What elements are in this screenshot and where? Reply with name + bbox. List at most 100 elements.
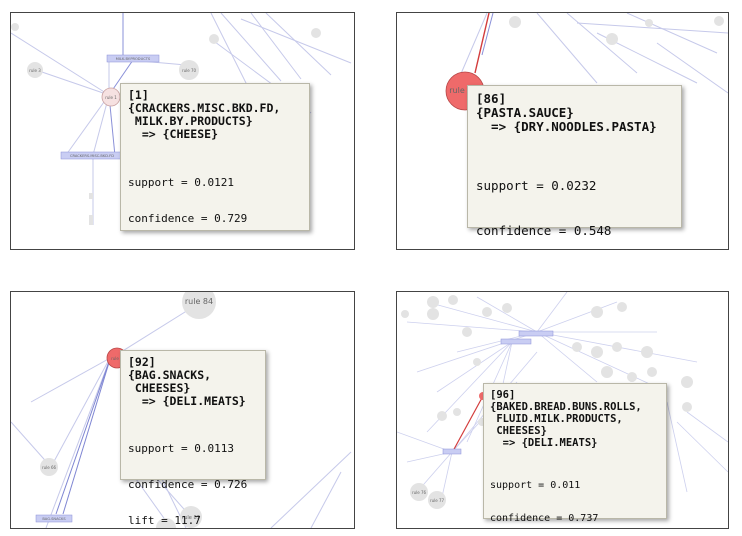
- rule-tooltip: [86] {PASTA.SAUCE} => {DRY.NOODLES.PASTA…: [467, 85, 682, 238]
- highlighted-edge: [452, 395, 484, 452]
- edges: [456, 13, 728, 94]
- rule-line: => {DRY.NOODLES.PASTA}: [476, 119, 657, 134]
- rule-node[interactable]: [591, 306, 603, 318]
- active-rule-label: rule 1: [105, 95, 117, 100]
- rule-node[interactable]: [645, 19, 653, 27]
- active-rule-label: rule: [449, 86, 465, 95]
- rule-node[interactable]: [428, 491, 446, 509]
- rule-line: => {DELI.MEATS}: [128, 394, 246, 408]
- rule-node[interactable]: [617, 302, 627, 312]
- rule-node[interactable]: [448, 295, 458, 305]
- graph-panel-3[interactable]: rule 84 rule 66 rule 87 rule BAG.SNACKS …: [10, 291, 355, 529]
- stat-confidence: confidence = 0.729: [128, 212, 248, 225]
- graph-panel-1[interactable]: rule 3 rule 70 rule 1 MILK.BY.PRODUCTS C…: [10, 12, 355, 250]
- rule-node[interactable]: [401, 310, 409, 318]
- rule-stats: support = 0.0232 confidence = 0.548 lift…: [476, 148, 673, 249]
- rule-line: => {CHEESE}: [128, 127, 219, 141]
- rule-node[interactable]: [612, 342, 622, 352]
- rule-node[interactable]: [410, 483, 428, 501]
- rule-node[interactable]: [180, 506, 202, 528]
- rule-node[interactable]: [681, 376, 693, 388]
- stat-confidence: confidence = 0.548: [476, 223, 612, 238]
- rule-node[interactable]: [572, 342, 582, 352]
- rule-node[interactable]: [647, 367, 657, 377]
- rule-nodes: [11, 23, 321, 225]
- graph-panel-4[interactable]: rule 76 rule 77 [96] {BAKED.BREAD.BUNS.R…: [396, 291, 729, 529]
- rule-node[interactable]: [437, 411, 447, 421]
- rule-line: CHEESES}: [490, 425, 547, 437]
- highlighted-edges: [55, 355, 112, 515]
- stat-confidence: confidence = 0.726: [128, 478, 248, 491]
- rule-stats: support = 0.0121 confidence = 0.729 lift…: [128, 153, 302, 250]
- stat-support: support = 0.0113: [128, 442, 234, 455]
- rule-node[interactable]: [682, 402, 692, 412]
- item-node[interactable]: [500, 338, 532, 345]
- graph-panel-2[interactable]: rule [86] {PASTA.SAUCE} => {DRY.NOODLES.…: [396, 12, 729, 250]
- stat-lift: lift = 11.7: [128, 514, 201, 527]
- rule-stats: support = 0.0113 confidence = 0.726 lift…: [128, 419, 258, 528]
- rule-tooltip: [92] {BAG.SNACKS, CHEESES} => {DELI.MEAT…: [120, 350, 266, 527]
- stat-support: support = 0.011: [490, 480, 581, 491]
- rule-nodes: [509, 16, 724, 45]
- rule-node[interactable]: [179, 60, 199, 80]
- highlighted-edge: [474, 13, 490, 74]
- item-node[interactable]: [518, 330, 554, 337]
- rule-tooltip: [96] {BAKED.BREAD.BUNS.ROLLS, FLUID.MILK…: [483, 383, 667, 524]
- rule-stats: support = 0.011 confidence = 0.737 lift …: [490, 458, 660, 528]
- stat-support: support = 0.0121: [128, 176, 234, 189]
- graph-canvas-3[interactable]: rule 84 rule 66 rule 87 rule BAG.SNACKS: [11, 292, 354, 528]
- graph-canvas-1[interactable]: rule 3 rule 70 rule 1 MILK.BY.PRODUCTS C…: [11, 13, 354, 249]
- item-node-label: MILK.BY.PRODUCTS: [116, 57, 151, 61]
- rule-node[interactable]: [641, 346, 653, 358]
- rule-node[interactable]: [182, 292, 216, 319]
- rule-node[interactable]: [606, 33, 618, 45]
- rule-node[interactable]: [40, 458, 58, 476]
- item-node[interactable]: [35, 514, 73, 523]
- rule-node-label: rule 87: [182, 515, 200, 521]
- rule-node[interactable]: [627, 372, 637, 382]
- rule-node[interactable]: [714, 16, 724, 26]
- rule-line: {PASTA.SAUCE}: [476, 105, 574, 120]
- rule-node-label: rule 84: [185, 297, 213, 306]
- rule-node[interactable]: [482, 307, 492, 317]
- rule-node-label: rule 70: [182, 68, 197, 73]
- item-node-label: BAG.SNACKS: [42, 517, 66, 521]
- rule-node[interactable]: [502, 303, 512, 313]
- rule-node[interactable]: [89, 193, 93, 199]
- graph-canvas-2[interactable]: rule: [397, 13, 728, 249]
- rule-line: {BAKED.BREAD.BUNS.ROLLS,: [490, 401, 642, 413]
- rule-line: => {DELI.MEATS}: [490, 437, 598, 449]
- rule-node-label: rule 76: [412, 490, 427, 495]
- rule-id: [86]: [476, 91, 507, 106]
- rule-id: [1]: [128, 88, 149, 102]
- stat-lift: lift = 4.3: [128, 249, 194, 250]
- item-node-label: CRACKERS.MISC.BKD.FD: [70, 154, 114, 158]
- rule-node[interactable]: [156, 518, 176, 528]
- rule-node[interactable]: [311, 28, 321, 38]
- rule-node[interactable]: [27, 62, 43, 78]
- rule-node-label: rule 77: [430, 498, 445, 503]
- rule-line: MILK.BY.PRODUCTS}: [128, 114, 253, 128]
- rule-line: FLUID.MILK.PRODUCTS,: [490, 413, 623, 425]
- rule-node[interactable]: [462, 327, 472, 337]
- active-rule-label: rule: [111, 356, 119, 361]
- stat-support: support = 0.0232: [476, 178, 597, 193]
- stat-confidence: confidence = 0.737: [490, 513, 599, 524]
- rule-node[interactable]: [89, 215, 93, 225]
- rule-node[interactable]: [427, 308, 439, 320]
- rule-node[interactable]: [509, 16, 521, 28]
- rule-node[interactable]: [453, 408, 461, 416]
- rule-line: {CRACKERS.MISC.BKD.FD,: [128, 101, 281, 115]
- rule-node[interactable]: [473, 358, 481, 366]
- rule-id: [96]: [490, 389, 516, 401]
- rule-node[interactable]: [209, 34, 219, 44]
- rule-node[interactable]: [601, 366, 613, 378]
- rule-tooltip: [1] {CRACKERS.MISC.BKD.FD, MILK.BY.PRODU…: [120, 83, 310, 249]
- rule-line: {BAG.SNACKS,: [128, 368, 212, 382]
- rule-line: CHEESES}: [128, 381, 191, 395]
- rule-node[interactable]: [591, 346, 603, 358]
- rule-node[interactable]: [11, 23, 19, 31]
- item-node[interactable]: [442, 448, 462, 455]
- item-node[interactable]: [106, 54, 160, 63]
- rule-node[interactable]: [427, 296, 439, 308]
